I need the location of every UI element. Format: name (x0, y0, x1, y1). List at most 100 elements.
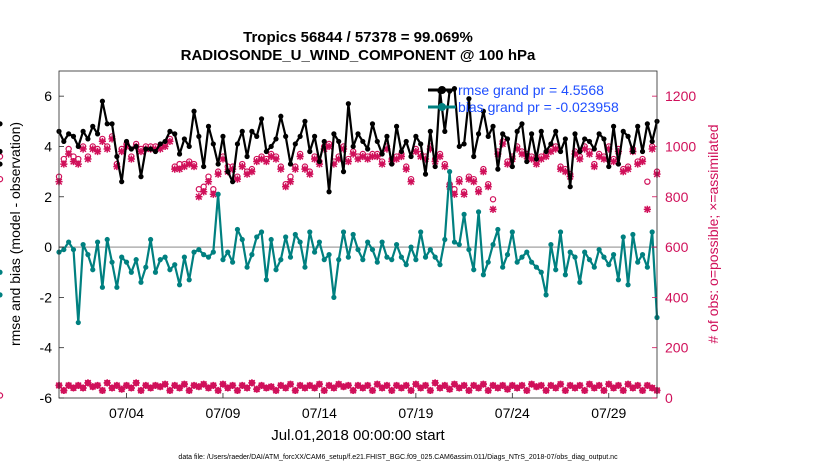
y2-tick-label: 1000 (665, 138, 696, 154)
bias-point (365, 239, 371, 245)
rmse-point (80, 128, 86, 134)
rmse-point (422, 171, 429, 177)
assimilated-obs-marker-low (320, 386, 328, 395)
rmse-point (369, 121, 376, 127)
y2-axis-label: # of obs: o=possible; ×=assimilated (705, 124, 721, 343)
assimilated-obs-marker-low (282, 384, 290, 392)
rmse-point (239, 128, 245, 134)
legend-bias-marker (438, 103, 446, 111)
assimilated-obs-marker-low (267, 383, 275, 391)
assimilated-obs-marker-low (455, 384, 463, 392)
rmse-point (254, 133, 260, 139)
rmse-point (466, 96, 472, 102)
assimilated-obs-marker (103, 145, 111, 153)
rmse-point (504, 136, 511, 142)
assimilated-obs-marker (74, 160, 82, 168)
assimilated-obs-marker-low (147, 384, 155, 392)
assimilated-obs-marker-low (69, 384, 78, 392)
bias-point (249, 252, 255, 258)
assimilated-obs-marker (436, 152, 444, 161)
assimilated-obs-marker (161, 142, 169, 151)
rmse-point (205, 123, 212, 129)
bias-point (94, 239, 101, 245)
assimilated-obs-marker (624, 165, 632, 173)
assimilated-obs-marker-low (523, 386, 531, 395)
rmse-point (350, 143, 356, 150)
rmse-point (61, 138, 67, 145)
assimilated-obs-marker (156, 145, 164, 153)
rmse-point (191, 108, 197, 114)
assimilated-obs-marker (60, 160, 68, 168)
rmse-point (582, 136, 588, 142)
assimilated-obs-marker-low (359, 384, 367, 392)
assimilated-obs-marker-low (89, 383, 97, 391)
rmse-point (635, 123, 641, 129)
rmse-point (514, 128, 520, 134)
assimilated-obs-marker-low (195, 383, 203, 391)
assimilated-obs-marker (474, 188, 483, 196)
bias-point (355, 246, 361, 253)
assimilated-obs-marker-low (470, 381, 478, 390)
assimilated-obs-marker-low (378, 384, 386, 392)
legend-rmse-label: rmse grand pr = 4.5568 (458, 82, 604, 98)
bias-point (418, 229, 424, 235)
plot-frame (58, 70, 658, 399)
assimilated-obs-marker-low (547, 381, 555, 390)
assimilated-obs-marker (65, 150, 73, 158)
rmse-point (538, 128, 544, 134)
bias-point (114, 284, 120, 290)
rmse-point (336, 138, 342, 145)
assimilated-obs-marker (267, 152, 275, 161)
assimilated-obs-marker (108, 135, 116, 143)
rmse-point (615, 161, 622, 167)
bias-point (422, 254, 429, 260)
assimilated-obs-marker-low (330, 384, 338, 392)
bias-point (553, 267, 559, 273)
assimilated-obs-marker-low (354, 381, 362, 390)
assimilated-obs-marker-low (171, 381, 179, 390)
assimilated-obs-marker-low (561, 386, 569, 395)
assimilated-obs-marker (335, 155, 343, 163)
assimilated-obs-marker (214, 170, 222, 178)
assimilated-obs-marker-low (412, 380, 420, 388)
assimilated-obs-marker-low (84, 379, 92, 387)
rmse-point (128, 146, 134, 152)
rmse-point (297, 133, 303, 139)
bias-point (591, 264, 597, 270)
y-tick-label: 6 (44, 88, 52, 104)
rmse-point (630, 148, 636, 155)
assimilated-obs-marker-low (571, 384, 579, 392)
assimilated-obs-marker-low (624, 380, 632, 388)
y2-tick-label: 600 (665, 239, 689, 255)
assimilated-obs-marker-low (494, 384, 502, 392)
assimilated-obs-marker (489, 205, 497, 213)
rmse-point (292, 141, 298, 147)
rmse-point (649, 138, 655, 145)
rmse-point (360, 138, 366, 145)
assimilated-obs-marker-low (518, 381, 526, 390)
assimilated-obs-marker-low (590, 384, 598, 392)
rmse-point (263, 148, 269, 155)
bias-point (649, 229, 655, 235)
assimilated-obs-marker-low (200, 380, 208, 388)
assimilated-obs-marker-low (499, 381, 507, 390)
rmse-point (495, 166, 501, 172)
assimilated-obs-marker (89, 145, 97, 153)
bias-point (331, 294, 337, 300)
assimilated-obs-marker-low (532, 383, 541, 391)
bias-point (374, 259, 380, 265)
bias-point (485, 259, 491, 265)
assimilated-obs-marker-low (301, 384, 309, 392)
bias-point (61, 246, 67, 253)
rmse-point (365, 146, 371, 152)
rmse-point (379, 151, 385, 157)
rmse-point (490, 123, 496, 129)
assimilated-obs-marker-low (214, 386, 222, 395)
assimilated-obs-marker-low (556, 380, 565, 388)
assimilated-obs-marker-low (127, 384, 135, 392)
rmse-point (258, 116, 265, 122)
assimilated-obs-marker-low (629, 384, 637, 392)
rmse-point (345, 101, 351, 107)
assimilated-obs-marker (137, 147, 145, 156)
assimilated-obs-marker (441, 162, 449, 171)
